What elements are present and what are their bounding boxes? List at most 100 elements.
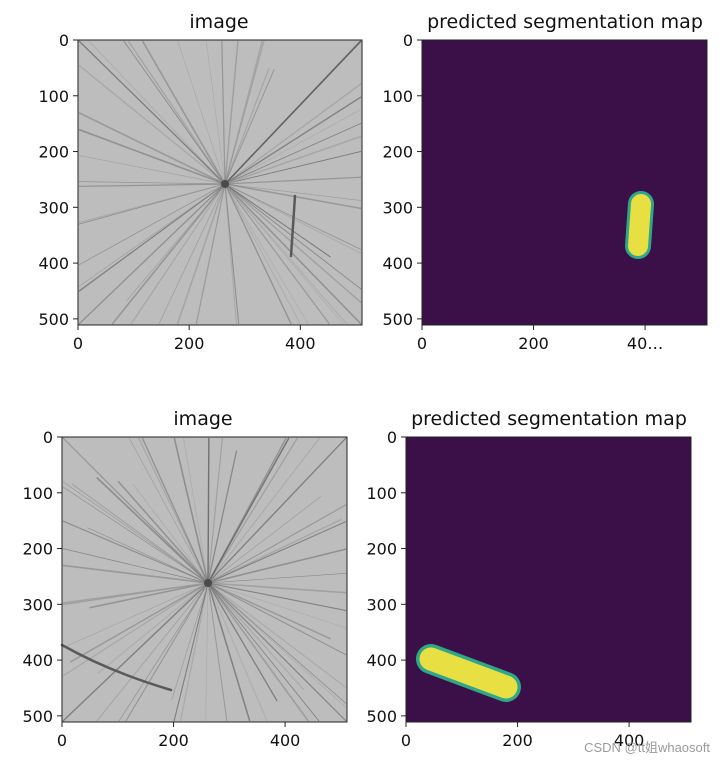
streak — [177, 40, 226, 185]
photo-background — [78, 40, 362, 325]
streak — [141, 40, 226, 185]
streak — [224, 40, 239, 185]
x-axis-ticks: 0 200 400 — [57, 722, 300, 750]
star-center — [204, 579, 212, 587]
axes-frame — [61, 436, 348, 723]
y-tick-label: 500 — [366, 707, 397, 726]
streak — [207, 582, 347, 704]
streak — [62, 582, 209, 604]
streak — [195, 183, 226, 325]
y-tick-label: 500 — [38, 310, 69, 329]
streak — [62, 582, 209, 649]
radial-streaks — [62, 437, 347, 722]
streak — [207, 582, 347, 722]
streak — [78, 40, 226, 185]
streak — [171, 582, 209, 701]
streak — [62, 481, 209, 584]
streak — [62, 564, 209, 584]
streak — [69, 582, 209, 663]
streak — [117, 480, 209, 584]
y-tick-label: 0 — [403, 31, 413, 50]
y-tick-label: 200 — [366, 540, 397, 559]
y-tick-label: 400 — [38, 254, 69, 273]
panel-image-1: image 0 100 200 300 400 500 0 200 400 — [38, 11, 363, 353]
y-tick-label: 300 — [366, 595, 397, 614]
y-tick-label: 400 — [382, 254, 413, 273]
streak — [62, 582, 209, 722]
streak — [224, 96, 362, 185]
streak — [207, 437, 223, 584]
x-tick-label: 200 — [502, 731, 533, 750]
streak — [207, 582, 320, 722]
streak — [78, 128, 226, 185]
y-tick-label: 100 — [366, 484, 397, 503]
streak — [173, 582, 209, 722]
y-tick-label: 200 — [38, 143, 69, 162]
streak — [207, 504, 347, 584]
streak — [207, 582, 347, 594]
streak — [207, 437, 287, 584]
streak — [207, 437, 320, 584]
streak — [179, 582, 209, 722]
streak — [224, 183, 301, 325]
radial-streaks — [78, 40, 362, 325]
segment-mask — [419, 647, 518, 699]
streak — [207, 437, 347, 584]
streak — [207, 582, 347, 612]
streak — [224, 69, 275, 185]
streak — [78, 112, 226, 185]
streak — [224, 183, 348, 325]
y-axis-ticks: 0 100 200 300 400 500 — [38, 31, 78, 329]
x-tick-label: 200 — [158, 731, 189, 750]
streak — [207, 582, 347, 656]
streak — [205, 582, 209, 722]
y-axis-ticks: 0 100 200 300 400 500 — [366, 428, 406, 726]
streak — [62, 520, 209, 584]
streak — [96, 582, 209, 722]
streak — [224, 40, 362, 185]
streak — [207, 582, 251, 722]
streak — [78, 64, 226, 185]
x-tick-label: 0 — [73, 334, 83, 353]
streak — [224, 176, 362, 185]
x-tick-label: 200 — [518, 334, 549, 353]
streak — [207, 437, 347, 584]
streak — [224, 183, 240, 325]
star-center — [221, 180, 229, 188]
streak — [125, 582, 209, 722]
y-tick-label: 300 — [382, 198, 413, 217]
y-tick-label: 0 — [387, 428, 397, 447]
panel-title: image — [173, 408, 232, 430]
streak — [207, 548, 347, 584]
x-tick-label: 40… — [627, 334, 663, 353]
streak — [207, 437, 347, 584]
crack-mark — [289, 194, 297, 258]
axes-frame — [421, 39, 708, 326]
streak — [62, 548, 209, 584]
streak — [118, 582, 209, 722]
axes-frame — [77, 39, 363, 326]
x-axis-ticks: 0 200 400 — [73, 325, 316, 353]
segment-mask — [628, 194, 651, 256]
y-axis-ticks: 0 100 200 300 400 500 — [22, 428, 62, 726]
watermark: CSDN @tt姐whaosoft — [584, 740, 710, 755]
x-tick-label: 400 — [285, 334, 316, 353]
streak — [224, 40, 264, 185]
streak — [224, 67, 270, 185]
streak — [224, 183, 309, 325]
panel-title: predicted segmentation map — [427, 11, 703, 33]
streak — [207, 582, 347, 708]
streak — [224, 183, 362, 325]
streak — [78, 183, 226, 223]
x-tick-label: 0 — [57, 731, 67, 750]
streak — [111, 183, 226, 325]
streak — [207, 450, 238, 584]
y-tick-label: 300 — [38, 198, 69, 217]
streak — [224, 183, 344, 325]
streak — [207, 518, 342, 584]
x-tick-label: 400 — [270, 731, 301, 750]
streak — [207, 437, 347, 584]
streak — [224, 109, 362, 185]
streak — [207, 437, 290, 584]
